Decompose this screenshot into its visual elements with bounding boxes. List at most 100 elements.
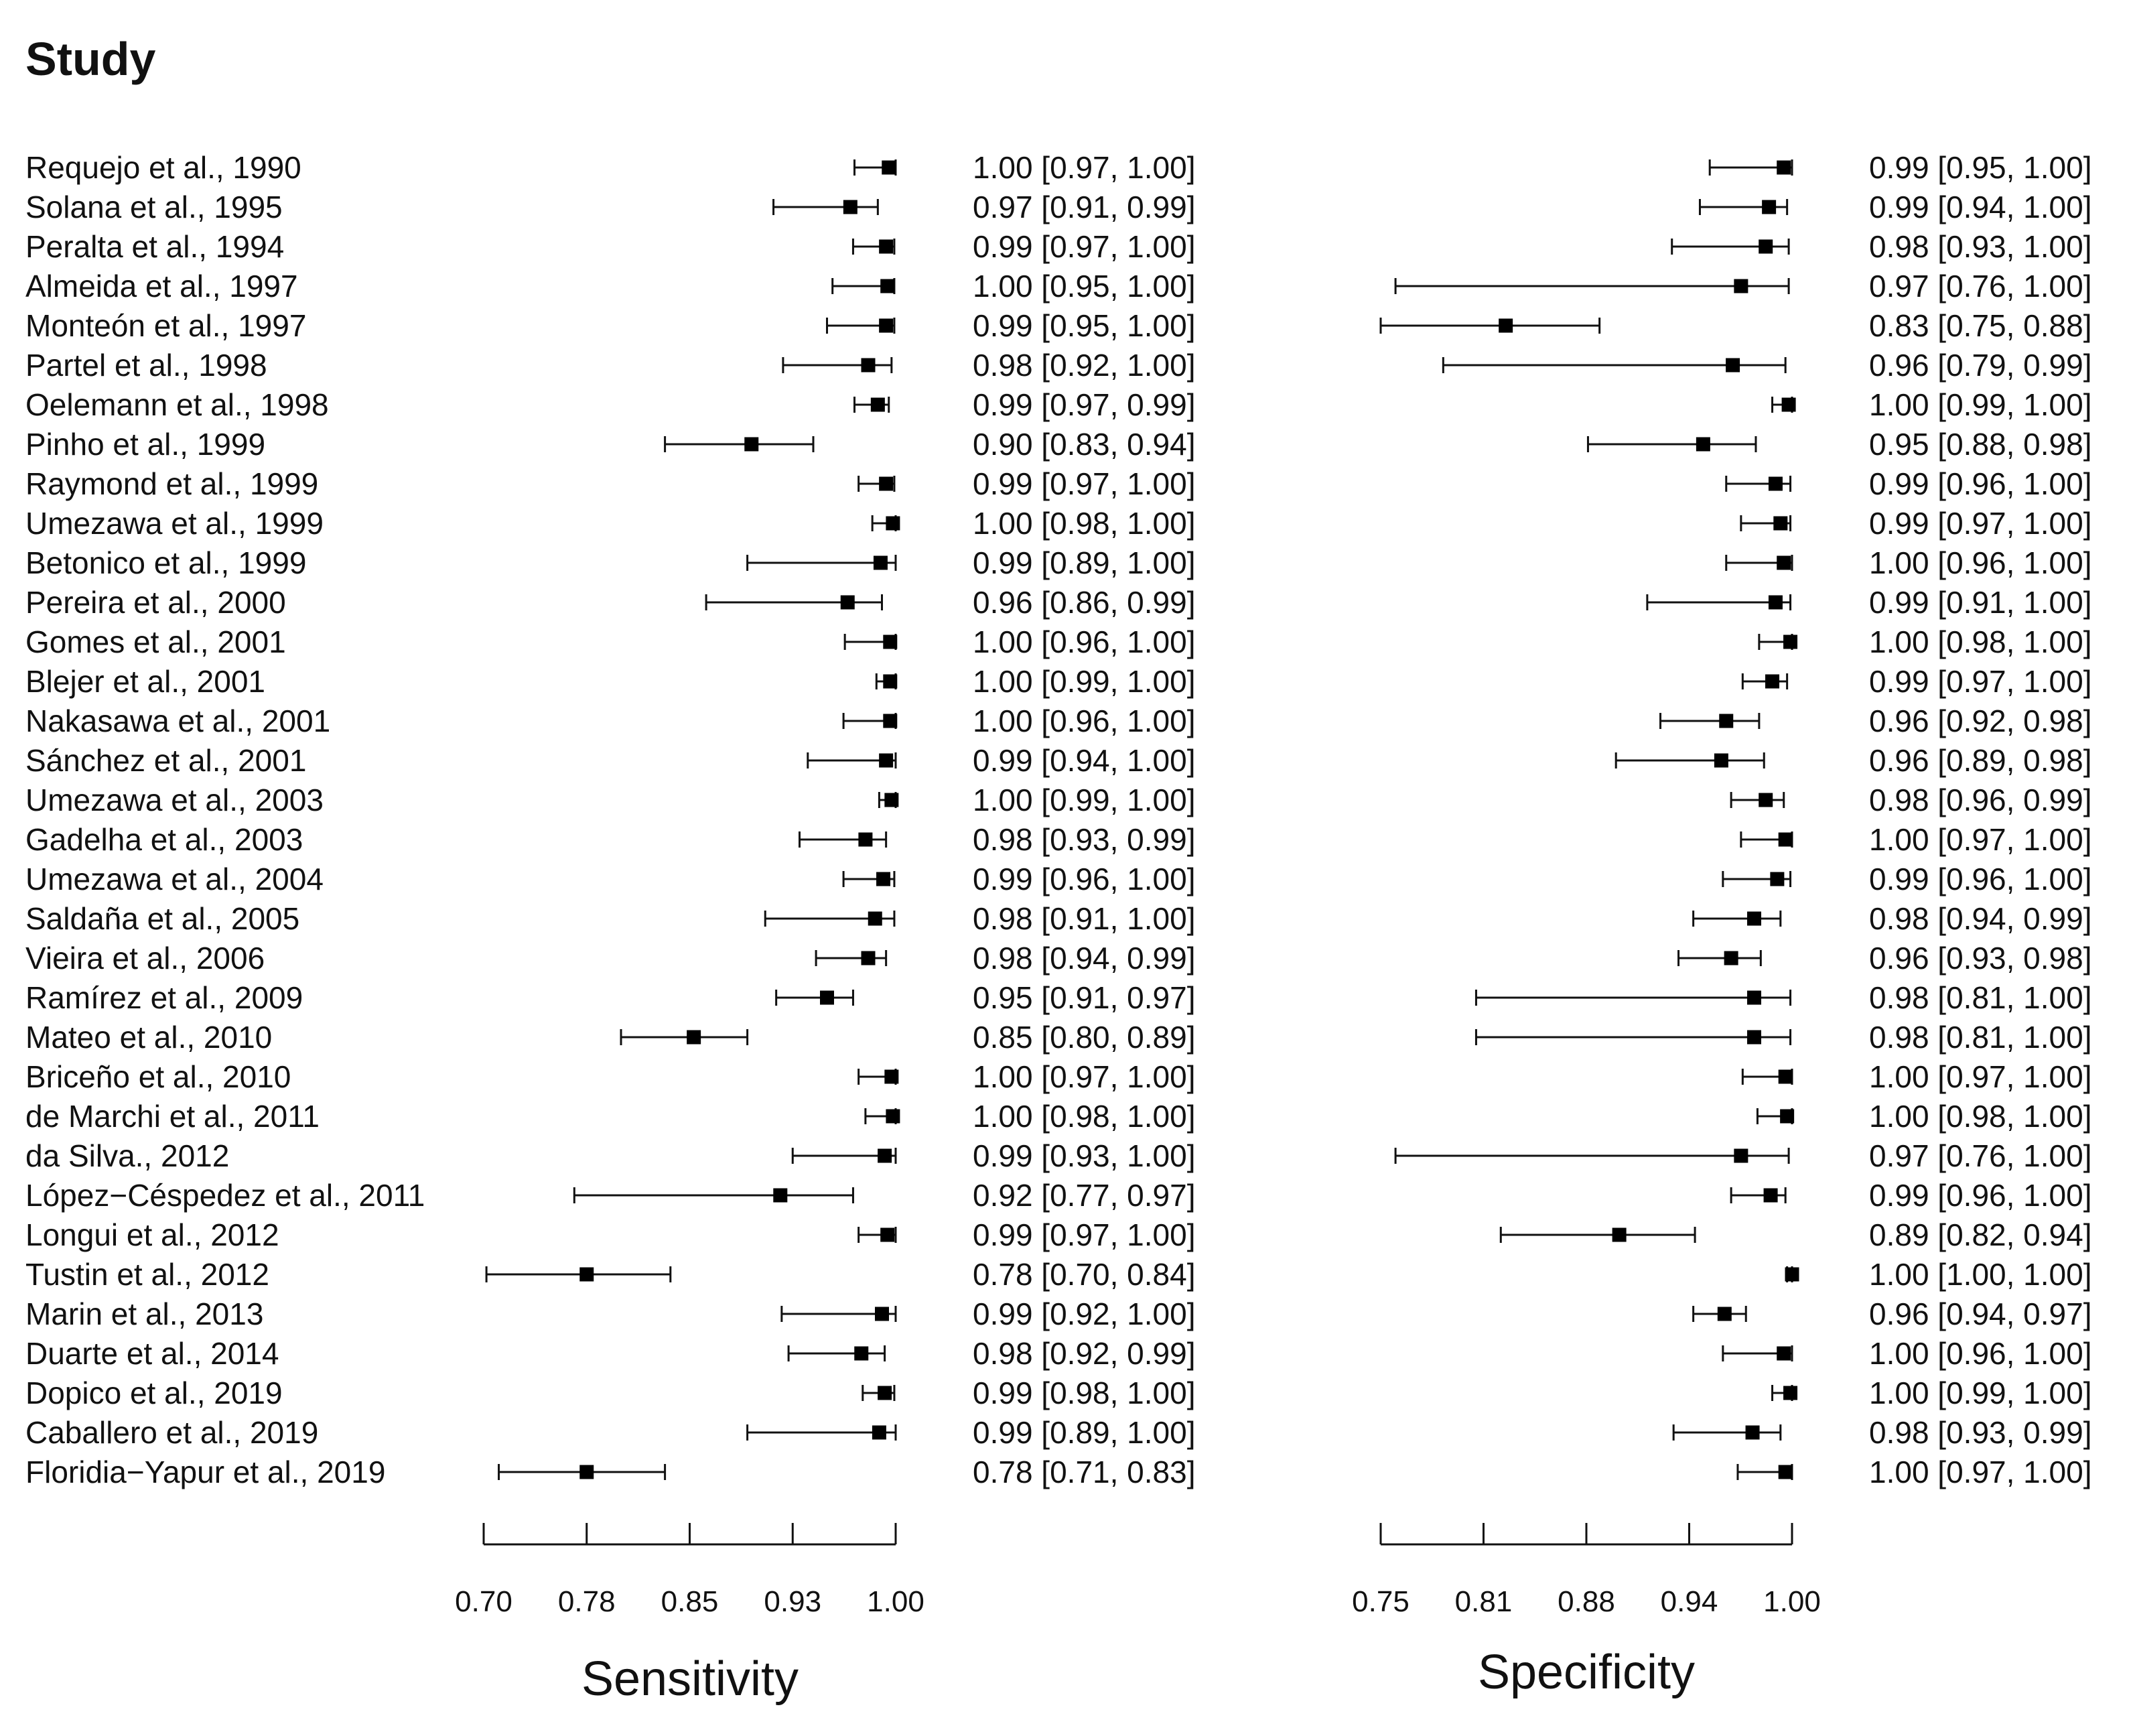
study-label: Ramírez et al., 2009 xyxy=(25,980,303,1015)
study-labels: Requejo et al., 1990 Solana et al., 1995 P… xyxy=(25,150,425,1489)
point-estimate xyxy=(1747,1030,1762,1045)
estimate-label: 0.96 [0.89, 0.98] xyxy=(1869,743,2092,778)
point-estimate xyxy=(878,1148,892,1163)
point-estimate xyxy=(884,1069,899,1084)
study-label: Vieira et al., 2006 xyxy=(25,941,265,976)
point-estimate xyxy=(880,1227,895,1242)
point-estimate xyxy=(1762,200,1777,214)
estimate-label: 0.99 [0.96, 1.00] xyxy=(1869,1178,2092,1213)
estimate-label: 0.99 [0.98, 1.00] xyxy=(973,1376,1196,1410)
point-estimate xyxy=(1770,872,1785,886)
estimate-label: 0.99 [0.95, 1.00] xyxy=(973,308,1196,343)
estimate-label: 0.98 [0.91, 1.00] xyxy=(973,901,1196,936)
estimate-label: 0.99 [0.94, 1.00] xyxy=(1869,190,2092,224)
point-estimate xyxy=(1714,753,1728,768)
study-label: Raymond et al., 1999 xyxy=(25,466,318,501)
estimate-label: 0.95 [0.88, 0.98] xyxy=(1869,427,2092,462)
header-title: Study xyxy=(25,33,156,85)
x-tick-label: 0.94 xyxy=(1661,1585,1718,1618)
point-estimate xyxy=(1783,1386,1798,1400)
point-estimate xyxy=(1778,1069,1793,1084)
point-estimate xyxy=(879,476,894,491)
point-estimate xyxy=(1734,1148,1748,1163)
sensitivity-panel: 1.00 [0.97, 1.00] 0.97 [0.91, 0.99] 0.99 [… xyxy=(455,150,1195,1706)
estimate-label: 0.98 [0.92, 0.99] xyxy=(973,1336,1196,1371)
point-estimate xyxy=(1777,160,1791,175)
x-tick-label: 0.78 xyxy=(558,1585,616,1618)
point-estimate xyxy=(1777,555,1791,570)
estimate-label: 0.97 [0.76, 1.00] xyxy=(1869,1138,2092,1173)
study-label: Gomes et al., 2001 xyxy=(25,624,286,659)
point-estimate xyxy=(872,1425,886,1440)
study-label: Gadelha et al., 2003 xyxy=(25,822,303,857)
point-estimate xyxy=(882,160,896,175)
point-estimate xyxy=(884,793,899,807)
estimate-label: 0.98 [0.93, 0.99] xyxy=(973,822,1196,857)
estimate-label: 1.00 [0.99, 1.00] xyxy=(973,664,1196,699)
study-label: López−Céspedez et al., 2011 xyxy=(25,1178,425,1213)
estimate-label: 0.99 [0.89, 1.00] xyxy=(973,545,1196,580)
point-estimate xyxy=(744,437,759,452)
point-estimate xyxy=(1734,279,1748,293)
estimate-label: 1.00 [0.96, 1.00] xyxy=(1869,1336,2092,1371)
study-label: Partel et al., 1998 xyxy=(25,348,267,383)
estimate-label: 1.00 [0.97, 1.00] xyxy=(1869,1059,2092,1094)
point-estimate xyxy=(879,753,894,768)
estimate-label: 0.99 [0.97, 1.00] xyxy=(973,1217,1196,1252)
point-estimate xyxy=(861,358,876,373)
estimate-label: 1.00 [0.98, 1.00] xyxy=(973,506,1196,541)
estimate-label: 0.98 [0.93, 1.00] xyxy=(1869,229,2092,264)
point-estimate xyxy=(883,714,898,728)
study-label: da Silva., 2012 xyxy=(25,1138,229,1173)
study-label: Nakasawa et al., 2001 xyxy=(25,704,330,738)
point-estimate xyxy=(1785,1267,1799,1282)
study-label: de Marchi et al., 2011 xyxy=(25,1099,320,1134)
point-estimate xyxy=(1777,1346,1791,1361)
estimate-label: 0.96 [0.92, 0.98] xyxy=(1869,704,2092,738)
estimate-label: 0.99 [0.94, 1.00] xyxy=(973,743,1196,778)
point-estimate xyxy=(879,239,894,254)
study-label: Umezawa et al., 2004 xyxy=(25,862,324,896)
estimate-label: 0.99 [0.97, 0.99] xyxy=(973,387,1196,422)
point-estimate xyxy=(1768,476,1783,491)
estimate-label: 1.00 [0.98, 1.00] xyxy=(973,1099,1196,1134)
point-estimate xyxy=(886,1109,900,1124)
estimate-label: 0.96 [0.94, 0.97] xyxy=(1869,1296,2092,1331)
point-estimate xyxy=(1724,951,1738,965)
estimate-label: 0.96 [0.93, 0.98] xyxy=(1869,941,2092,976)
estimate-label: 0.98 [0.81, 1.00] xyxy=(1869,1020,2092,1055)
point-estimate xyxy=(843,200,857,214)
estimate-label: 1.00 [0.99, 1.00] xyxy=(973,783,1196,817)
point-estimate xyxy=(880,279,895,293)
study-label: Umezawa et al., 2003 xyxy=(25,783,324,817)
point-estimate xyxy=(579,1465,594,1479)
study-label: Solana et al., 1995 xyxy=(25,190,283,224)
point-estimate xyxy=(886,516,900,531)
study-label: Briceño et al., 2010 xyxy=(25,1059,291,1094)
study-label: Longui et al., 2012 xyxy=(25,1217,279,1252)
study-label: Betonico et al., 1999 xyxy=(25,545,306,580)
estimate-label: 0.99 [0.97, 1.00] xyxy=(973,229,1196,264)
point-estimate xyxy=(1747,911,1762,926)
x-tick-label: 1.00 xyxy=(867,1585,924,1618)
point-estimate xyxy=(1783,635,1798,649)
study-label: Sánchez et al., 2001 xyxy=(25,743,306,778)
point-estimate xyxy=(883,674,898,689)
point-estimate xyxy=(876,872,891,886)
estimate-label: 0.99 [0.93, 1.00] xyxy=(973,1138,1196,1173)
estimate-label: 0.92 [0.77, 0.97] xyxy=(973,1178,1196,1213)
estimate-label: 1.00 [0.99, 1.00] xyxy=(1869,1376,2092,1410)
estimate-label: 1.00 [0.97, 1.00] xyxy=(1869,1455,2092,1489)
estimate-label: 0.90 [0.83, 0.94] xyxy=(973,427,1196,462)
estimate-label: 1.00 [0.97, 1.00] xyxy=(973,150,1196,185)
estimate-label: 1.00 [0.97, 1.00] xyxy=(973,1059,1196,1094)
point-estimate xyxy=(1778,832,1793,847)
study-label: Pinho et al., 1999 xyxy=(25,427,265,462)
study-label: Mateo et al., 2010 xyxy=(25,1020,272,1055)
point-estimate xyxy=(1726,358,1740,373)
estimate-label: 0.85 [0.80, 0.89] xyxy=(973,1020,1196,1055)
estimate-label: 1.00 [0.96, 1.00] xyxy=(973,624,1196,659)
study-label: Saldaña et al., 2005 xyxy=(25,901,299,936)
estimate-label: 0.99 [0.97, 1.00] xyxy=(1869,664,2092,699)
